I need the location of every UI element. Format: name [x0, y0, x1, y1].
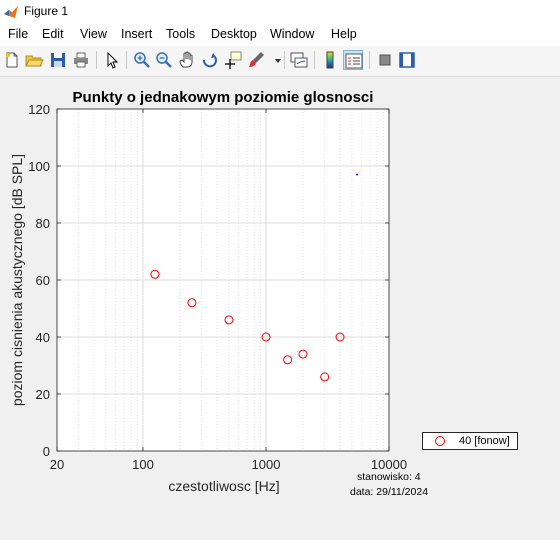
- show-plot-tools-icon[interactable]: [397, 50, 417, 70]
- toolbar-separator: [284, 51, 285, 69]
- save-icon[interactable]: [48, 50, 68, 70]
- y-tick-label: 120: [28, 102, 50, 117]
- hide-plot-tools-icon[interactable]: [375, 50, 395, 70]
- menu-file[interactable]: File: [8, 27, 29, 41]
- matlab-logo-icon: [3, 4, 19, 20]
- y-tick-label: 40: [36, 330, 50, 345]
- annotation-data: data: 29/11/2024: [350, 486, 429, 498]
- data-cursor-icon[interactable]: [223, 50, 243, 70]
- menu-help[interactable]: Help: [331, 27, 357, 41]
- y-tick-label: 80: [36, 216, 50, 231]
- link-plot-icon[interactable]: [289, 50, 309, 70]
- menu-insert[interactable]: Insert: [121, 27, 153, 41]
- data-point: [320, 372, 330, 382]
- x-axis-label: czestotliwosc [Hz]: [168, 478, 279, 494]
- data-point: [261, 332, 271, 342]
- chart-title: Punkty o jednakowym poziomie glosnosci: [73, 89, 374, 106]
- menu-bar: File Edit View Insert Tools Desktop Wind…: [0, 24, 560, 46]
- y-tick-label: 20: [36, 387, 50, 402]
- toolbar-separator: [314, 51, 315, 69]
- menu-tools[interactable]: Tools: [166, 27, 196, 41]
- window-title: Figure 1: [24, 4, 69, 18]
- window-titlebar: Figure 1: [0, 0, 560, 24]
- brush-icon[interactable]: [246, 50, 266, 70]
- legend-marker-circle: [435, 436, 445, 446]
- data-point: [224, 315, 234, 325]
- legend-label: 40 [fonow]: [459, 435, 510, 447]
- rotate-3d-icon[interactable]: [200, 50, 220, 70]
- menu-edit[interactable]: Edit: [42, 27, 64, 41]
- zoom-out-icon[interactable]: [154, 50, 174, 70]
- x-tick-label: 1000: [252, 457, 281, 472]
- new-figure-icon[interactable]: [2, 50, 22, 70]
- zoom-in-icon[interactable]: [132, 50, 152, 70]
- menu-desktop[interactable]: Desktop: [211, 27, 257, 41]
- plot-legend[interactable]: 40 [fonow]: [422, 432, 518, 450]
- figure-toolbar: [0, 46, 560, 77]
- edit-plot-arrow-icon[interactable]: [102, 50, 122, 70]
- data-point: [283, 355, 293, 365]
- x-tick-label: 10000: [371, 457, 407, 472]
- print-icon[interactable]: [71, 50, 91, 70]
- toolbar-separator: [96, 51, 97, 69]
- x-tick-label: 100: [132, 457, 154, 472]
- data-point: [187, 298, 197, 308]
- data-point: [298, 349, 308, 359]
- menu-window[interactable]: Window: [270, 27, 315, 41]
- y-tick-label: 0: [43, 444, 50, 459]
- data-point: [150, 269, 160, 279]
- data-point: [335, 332, 345, 342]
- x-tick-label: 20: [50, 457, 64, 472]
- pan-hand-icon[interactable]: [177, 50, 197, 70]
- y-axis-label: poziom cisnienia akustycznego [dB SPL]: [9, 154, 25, 406]
- legend-icon[interactable]: [343, 50, 363, 70]
- open-file-icon[interactable]: [24, 50, 44, 70]
- y-tick-label: 60: [36, 273, 50, 288]
- data-point-dot: [356, 173, 359, 176]
- menu-view[interactable]: View: [80, 27, 107, 41]
- colorbar-icon[interactable]: [320, 50, 340, 70]
- annotation-stanowisko: stanowisko: 4: [357, 471, 421, 483]
- toolbar-separator: [126, 51, 127, 69]
- brush-dropdown-icon[interactable]: [268, 50, 281, 70]
- y-tick-label: 100: [28, 159, 50, 174]
- toolbar-separator: [369, 51, 370, 69]
